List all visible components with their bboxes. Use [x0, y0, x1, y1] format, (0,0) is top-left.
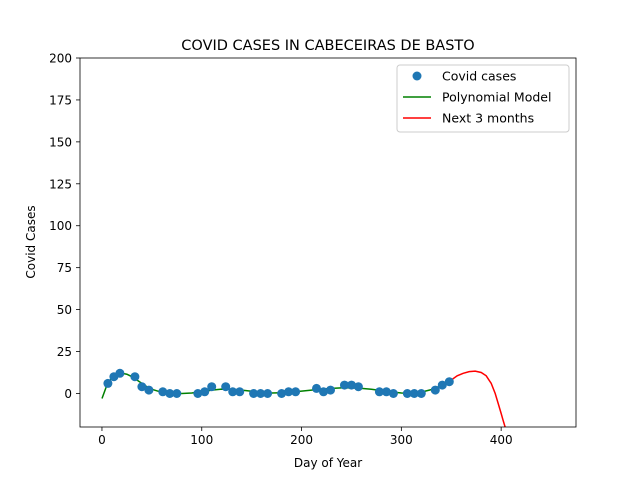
- data-point-4: [137, 382, 147, 392]
- y-tick-label: 0: [64, 387, 72, 401]
- y-tick-label: 200: [49, 52, 72, 66]
- data-point-7: [165, 389, 175, 398]
- legend-marker-0: [412, 71, 422, 81]
- chart-title: COVID CASES IN CABECEIRAS DE BASTO: [181, 38, 474, 54]
- data-point-5: [144, 385, 154, 395]
- data-point-24: [340, 380, 349, 390]
- data-point-3: [130, 372, 140, 382]
- y-axis-label: Covid Cases: [24, 205, 38, 278]
- data-point-13: [228, 387, 238, 397]
- x-axis-label: Day of Year: [294, 456, 362, 470]
- x-tick-label: 400: [490, 433, 513, 447]
- data-point-34: [437, 380, 447, 390]
- legend: Covid cases Polynomial Model Next 3 months: [396, 64, 570, 133]
- data-point-18: [277, 389, 287, 398]
- legend-label-0: Covid cases: [442, 69, 516, 84]
- series-line-2: [450, 370, 506, 427]
- data-point-15: [249, 389, 259, 398]
- data-point-14: [235, 387, 245, 397]
- data-point-23: [326, 385, 335, 395]
- y-tick-label: 175: [49, 93, 72, 107]
- data-point-26: [353, 382, 363, 392]
- data-point-29: [388, 389, 398, 398]
- data-point-2: [115, 368, 125, 378]
- data-point-30: [402, 389, 412, 398]
- data-point-9: [193, 389, 203, 398]
- x-tick-label: 100: [190, 433, 213, 447]
- y-tick-label: 75: [57, 261, 72, 275]
- data-point-10: [200, 387, 210, 397]
- data-point-33: [430, 385, 440, 395]
- y-tick-label: 25: [57, 345, 72, 359]
- data-point-12: [221, 382, 231, 392]
- data-point-0: [103, 378, 113, 388]
- data-point-17: [263, 389, 273, 398]
- data-point-8: [172, 389, 182, 398]
- data-point-35: [444, 377, 454, 387]
- data-point-27: [374, 387, 384, 397]
- data-point-31: [409, 389, 419, 398]
- y-tick-label: 150: [49, 135, 72, 149]
- y-tick-label: 100: [49, 219, 72, 233]
- x-tick-label: 0: [98, 433, 106, 447]
- data-point-22: [319, 387, 328, 397]
- legend-box: [396, 64, 570, 133]
- data-point-19: [284, 387, 294, 397]
- legend-label-1: Polynomial Model: [442, 90, 551, 105]
- data-point-28: [381, 387, 391, 397]
- y-tick-label: 50: [57, 303, 72, 317]
- x-tick-label: 300: [390, 433, 413, 447]
- plot-frame: [79, 57, 577, 428]
- data-point-11: [207, 382, 217, 392]
- data-point-6: [158, 387, 168, 397]
- y-tick-label: 125: [49, 177, 72, 191]
- data-point-16: [256, 389, 266, 398]
- legend-label-2: Next 3 months: [442, 111, 534, 126]
- series-line-1: [101, 372, 452, 399]
- data-point-20: [291, 387, 301, 397]
- data-point-21: [312, 383, 321, 393]
- x-tick-label: 200: [290, 433, 313, 447]
- data-point-25: [347, 380, 356, 390]
- data-point-32: [416, 389, 426, 398]
